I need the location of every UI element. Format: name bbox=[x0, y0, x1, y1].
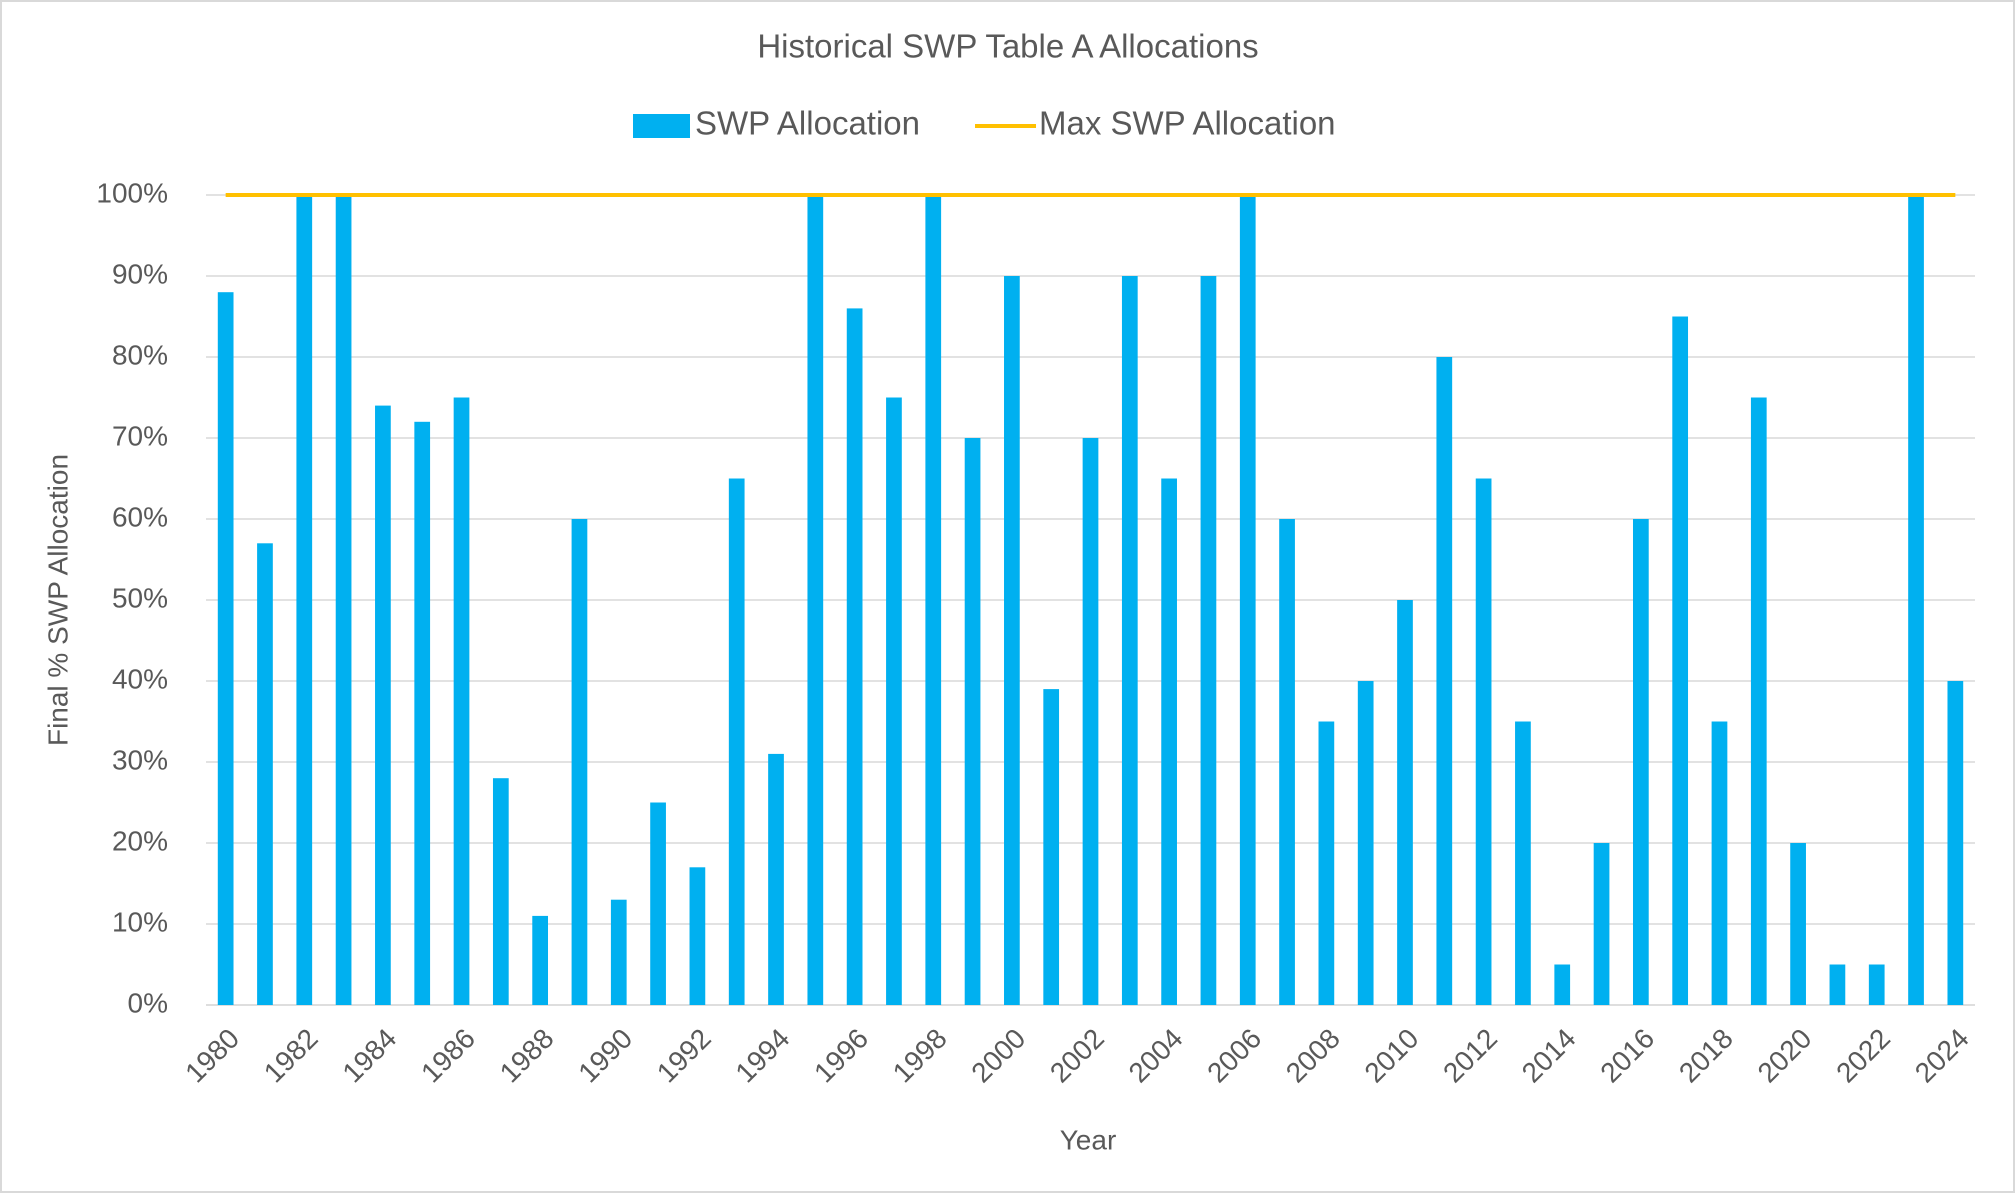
bar bbox=[1318, 721, 1335, 1005]
bar bbox=[492, 778, 509, 1005]
bar bbox=[1868, 964, 1885, 1005]
bar bbox=[296, 195, 313, 1005]
bar bbox=[1279, 519, 1295, 1005]
y-tick-label: 50% bbox=[112, 582, 168, 613]
bar bbox=[886, 397, 902, 1005]
chart-title: Historical SWP Table A Allocations bbox=[757, 28, 1258, 65]
bar bbox=[532, 915, 549, 1005]
bar bbox=[689, 867, 706, 1005]
bar bbox=[1908, 195, 1924, 1005]
bar bbox=[610, 899, 627, 1005]
bar bbox=[414, 421, 431, 1005]
y-tick-label: 10% bbox=[112, 906, 168, 937]
y-tick-label: 40% bbox=[112, 663, 168, 694]
bar bbox=[1515, 721, 1531, 1005]
bar bbox=[768, 753, 784, 1005]
bar bbox=[1043, 689, 1060, 1005]
bar bbox=[257, 543, 273, 1005]
bar bbox=[1632, 519, 1649, 1005]
y-tick-label: 100% bbox=[96, 177, 168, 208]
bar bbox=[1672, 316, 1689, 1005]
bar bbox=[1475, 478, 1492, 1005]
bar bbox=[1947, 681, 1964, 1005]
bar bbox=[335, 195, 352, 1005]
bar bbox=[217, 292, 234, 1005]
x-axis-title: Year bbox=[1060, 1124, 1117, 1155]
bar bbox=[1161, 478, 1177, 1005]
bar bbox=[1200, 276, 1217, 1005]
y-axis-title: Final % SWP Allocation bbox=[42, 454, 73, 746]
legend-swatch bbox=[633, 114, 690, 138]
legend-label: Max SWP Allocation bbox=[1039, 105, 1336, 142]
y-tick-label: 30% bbox=[112, 744, 168, 775]
bar bbox=[1082, 438, 1099, 1005]
bar bbox=[1750, 397, 1767, 1005]
bar bbox=[964, 438, 981, 1005]
bar bbox=[1121, 276, 1138, 1005]
bar bbox=[1436, 357, 1453, 1005]
bar bbox=[1711, 721, 1728, 1005]
bar bbox=[1357, 681, 1374, 1005]
y-tick-label: 70% bbox=[112, 420, 168, 451]
bar bbox=[650, 802, 666, 1005]
bar bbox=[571, 519, 588, 1005]
y-tick-label: 0% bbox=[128, 987, 168, 1018]
bar bbox=[1239, 195, 1256, 1005]
bar bbox=[1790, 843, 1806, 1005]
bar bbox=[728, 478, 745, 1005]
y-tick-label: 20% bbox=[112, 825, 168, 856]
y-tick-label: 90% bbox=[112, 258, 168, 289]
bar bbox=[1593, 843, 1610, 1005]
bar bbox=[375, 405, 391, 1006]
bar bbox=[1004, 276, 1020, 1005]
bar bbox=[1554, 964, 1571, 1005]
bar bbox=[453, 397, 470, 1005]
y-tick-label: 60% bbox=[112, 501, 168, 532]
bar bbox=[925, 195, 942, 1005]
bar bbox=[807, 195, 824, 1005]
bar bbox=[846, 308, 863, 1005]
legend-label: SWP Allocation bbox=[695, 105, 920, 142]
bar bbox=[1397, 600, 1413, 1005]
y-tick-label: 80% bbox=[112, 339, 168, 370]
bar bbox=[1829, 964, 1846, 1005]
